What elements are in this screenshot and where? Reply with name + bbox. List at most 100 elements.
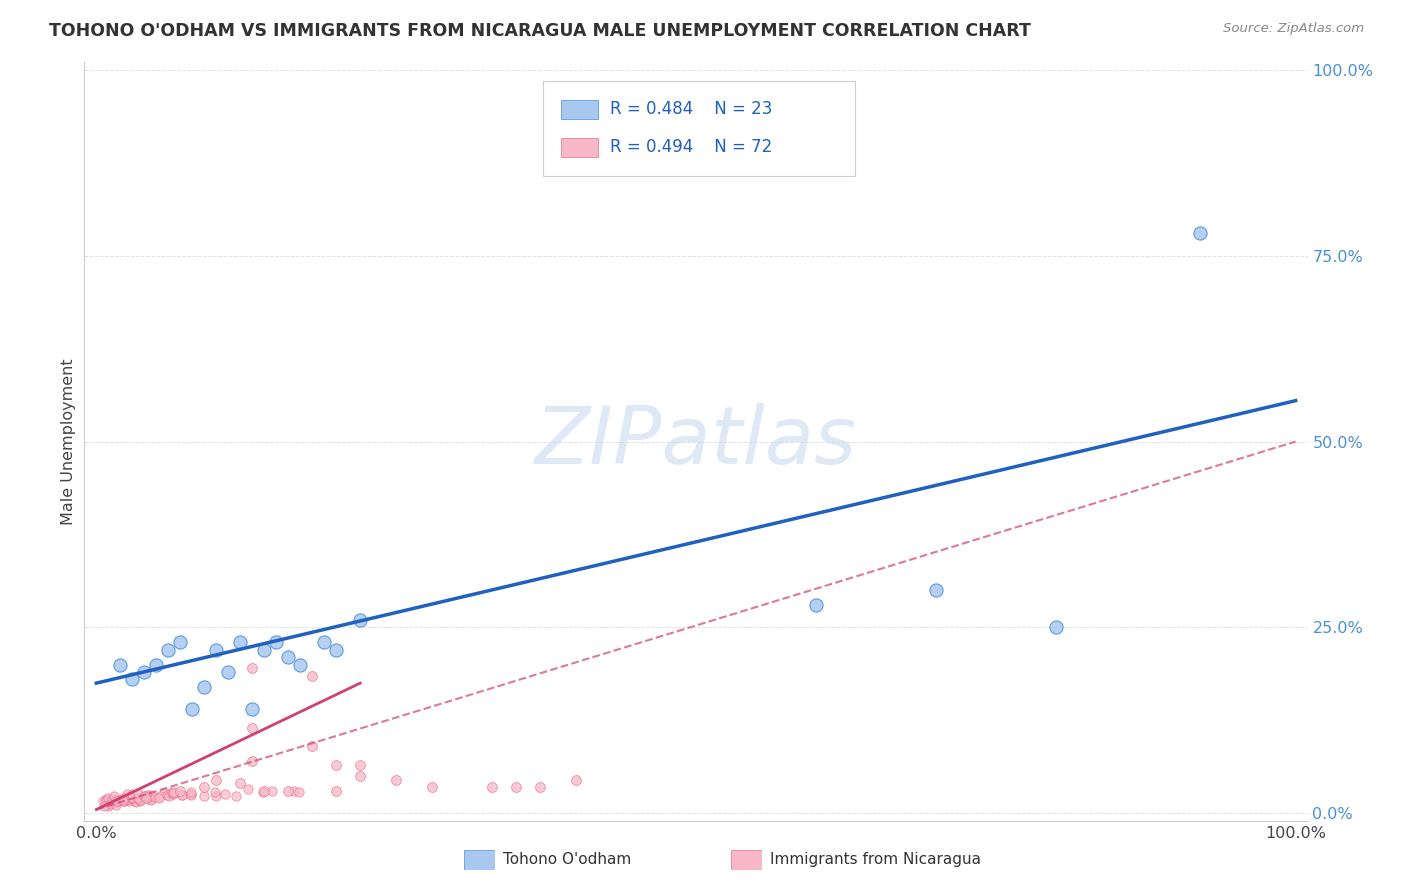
Point <box>111 792 134 806</box>
Point <box>288 785 311 799</box>
Point <box>264 635 287 649</box>
Point <box>180 787 202 801</box>
Point <box>105 796 128 810</box>
Point <box>105 793 128 807</box>
Point <box>163 786 186 800</box>
Text: TOHONO O'ODHAM VS IMMIGRANTS FROM NICARAGUA MALE UNEMPLOYMENT CORRELATION CHART: TOHONO O'ODHAM VS IMMIGRANTS FROM NICARA… <box>49 22 1031 40</box>
Point <box>153 786 176 800</box>
Point <box>205 642 228 657</box>
Point <box>134 789 156 803</box>
Point <box>139 792 162 806</box>
Point <box>193 680 215 694</box>
Point <box>160 786 183 800</box>
Point <box>349 613 371 627</box>
Point <box>193 789 215 803</box>
Point <box>162 787 184 801</box>
Point <box>110 657 132 672</box>
Point <box>134 665 156 679</box>
Point <box>260 783 283 797</box>
Point <box>135 790 157 805</box>
Point <box>181 702 204 716</box>
Point <box>111 793 134 807</box>
Point <box>101 793 124 807</box>
Point <box>253 784 276 798</box>
Point <box>240 702 263 716</box>
Point <box>97 796 120 810</box>
Point <box>229 776 252 790</box>
Point <box>128 794 150 808</box>
Point <box>112 790 135 805</box>
Point <box>205 772 228 787</box>
Point <box>240 721 263 735</box>
Point <box>217 665 239 679</box>
Point <box>129 793 152 807</box>
Point <box>481 780 503 795</box>
FancyBboxPatch shape <box>543 81 855 177</box>
Point <box>145 657 167 672</box>
Point <box>97 798 120 813</box>
Point <box>159 786 181 800</box>
Text: Tohono O'odham: Tohono O'odham <box>503 853 631 867</box>
Point <box>301 669 323 683</box>
Point <box>925 583 948 598</box>
Point <box>172 788 194 802</box>
Point <box>238 782 260 797</box>
Point <box>136 788 159 802</box>
Point <box>325 642 347 657</box>
Point <box>385 772 408 787</box>
Point <box>529 780 551 795</box>
Point <box>134 789 156 804</box>
Point <box>325 758 347 772</box>
Point <box>277 650 299 665</box>
Point <box>103 795 125 809</box>
Point <box>240 661 263 675</box>
Point <box>172 789 194 803</box>
Point <box>1045 620 1067 634</box>
Point <box>94 792 117 806</box>
Point <box>148 791 170 805</box>
Point <box>229 635 252 649</box>
Point <box>349 758 371 772</box>
Point <box>121 791 143 805</box>
Point <box>162 785 184 799</box>
Point <box>110 793 132 807</box>
Point <box>180 788 202 802</box>
Point <box>204 785 226 799</box>
Point <box>98 797 121 811</box>
FancyBboxPatch shape <box>561 100 598 120</box>
FancyBboxPatch shape <box>561 137 598 157</box>
Point <box>169 635 191 649</box>
Point <box>120 790 142 805</box>
Point <box>127 786 149 800</box>
Text: R = 0.494    N = 72: R = 0.494 N = 72 <box>610 138 772 156</box>
Point <box>157 642 180 657</box>
Point <box>112 794 135 808</box>
Point <box>565 772 588 787</box>
Point <box>156 788 179 802</box>
Point <box>93 799 115 814</box>
Point <box>505 780 527 795</box>
Point <box>125 795 148 809</box>
Point <box>117 787 139 801</box>
Point <box>94 794 117 808</box>
Point <box>91 794 114 808</box>
Point <box>193 780 215 795</box>
Point <box>169 784 191 798</box>
Point <box>157 789 180 804</box>
Point <box>301 739 323 754</box>
Point <box>420 780 443 795</box>
Point <box>104 792 127 806</box>
Point <box>117 792 139 806</box>
Point <box>804 598 827 612</box>
Point <box>139 789 162 803</box>
Point <box>118 794 141 808</box>
Point <box>240 754 263 768</box>
Point <box>122 794 145 808</box>
Point <box>121 788 143 802</box>
Point <box>283 784 305 798</box>
Point <box>225 789 247 803</box>
Point <box>121 790 143 805</box>
Point <box>121 673 143 687</box>
Point <box>114 795 136 809</box>
Point <box>252 785 274 799</box>
